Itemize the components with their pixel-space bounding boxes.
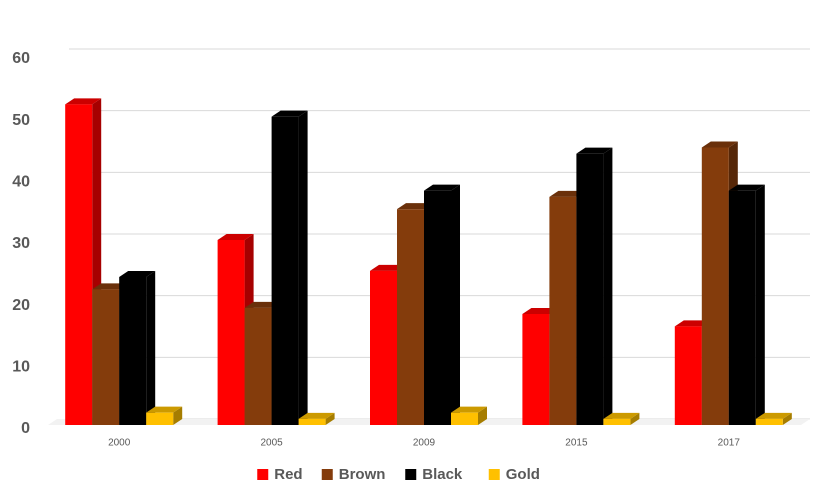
bar-top [217,234,254,240]
bar [397,209,424,425]
x-tick-label: 2015 [565,438,588,449]
bar [701,147,729,425]
bar [603,418,631,425]
bar-top [424,184,460,191]
legend-label: Red [274,466,302,483]
bar [146,412,174,425]
bar-top [576,147,613,154]
x-tick-label: 2017 [718,438,741,449]
legend-label: Black [422,466,463,483]
bar-top [728,184,765,191]
y-tick-label: 50 [12,112,30,129]
x-tick-label: 2000 [108,438,131,449]
y-tick-label: 60 [12,50,30,67]
bar-side [146,271,156,425]
bar [576,153,604,425]
bar-side [755,184,765,425]
bar [92,289,120,425]
bar [728,190,756,425]
x-tick-label: 2009 [413,438,436,449]
bar-top [298,412,335,419]
bar-top [451,406,487,413]
bar-side [603,147,613,425]
y-tick-label: 40 [12,174,30,191]
bar-top [119,271,156,277]
bar-top [271,110,308,117]
bar-side [173,406,183,425]
y-tick-label: 20 [12,297,30,314]
bar-top [146,406,183,413]
bar [451,412,478,425]
bar-side [451,184,460,425]
bar [674,326,702,425]
y-tick-label: 0 [21,420,30,437]
legend-swatch [321,469,333,480]
bar [755,418,783,425]
legend-swatch [257,469,269,480]
legend-label: Brown [339,466,386,483]
bar-top [701,141,738,148]
bar [271,116,299,426]
bar [217,240,245,425]
bar [549,196,577,425]
bar [522,314,550,425]
bar [298,418,326,425]
bar [244,307,272,425]
legend-swatch [405,469,417,480]
bar-side [782,412,792,425]
bar-side [478,406,487,425]
bar-side [630,412,640,425]
bar-top [755,412,792,419]
y-tick-label: 10 [12,359,30,376]
bar [370,270,397,425]
legend-label: Gold [506,466,540,483]
bar-side [325,412,335,425]
x-tick-label: 2005 [260,438,283,449]
bar [65,104,93,425]
bar-side [298,110,308,426]
y-tick-label: 30 [12,235,30,252]
bar [424,190,451,425]
legend-swatch [488,469,500,480]
bar [119,277,147,425]
bar-top [603,412,640,419]
bar-top [65,98,102,105]
